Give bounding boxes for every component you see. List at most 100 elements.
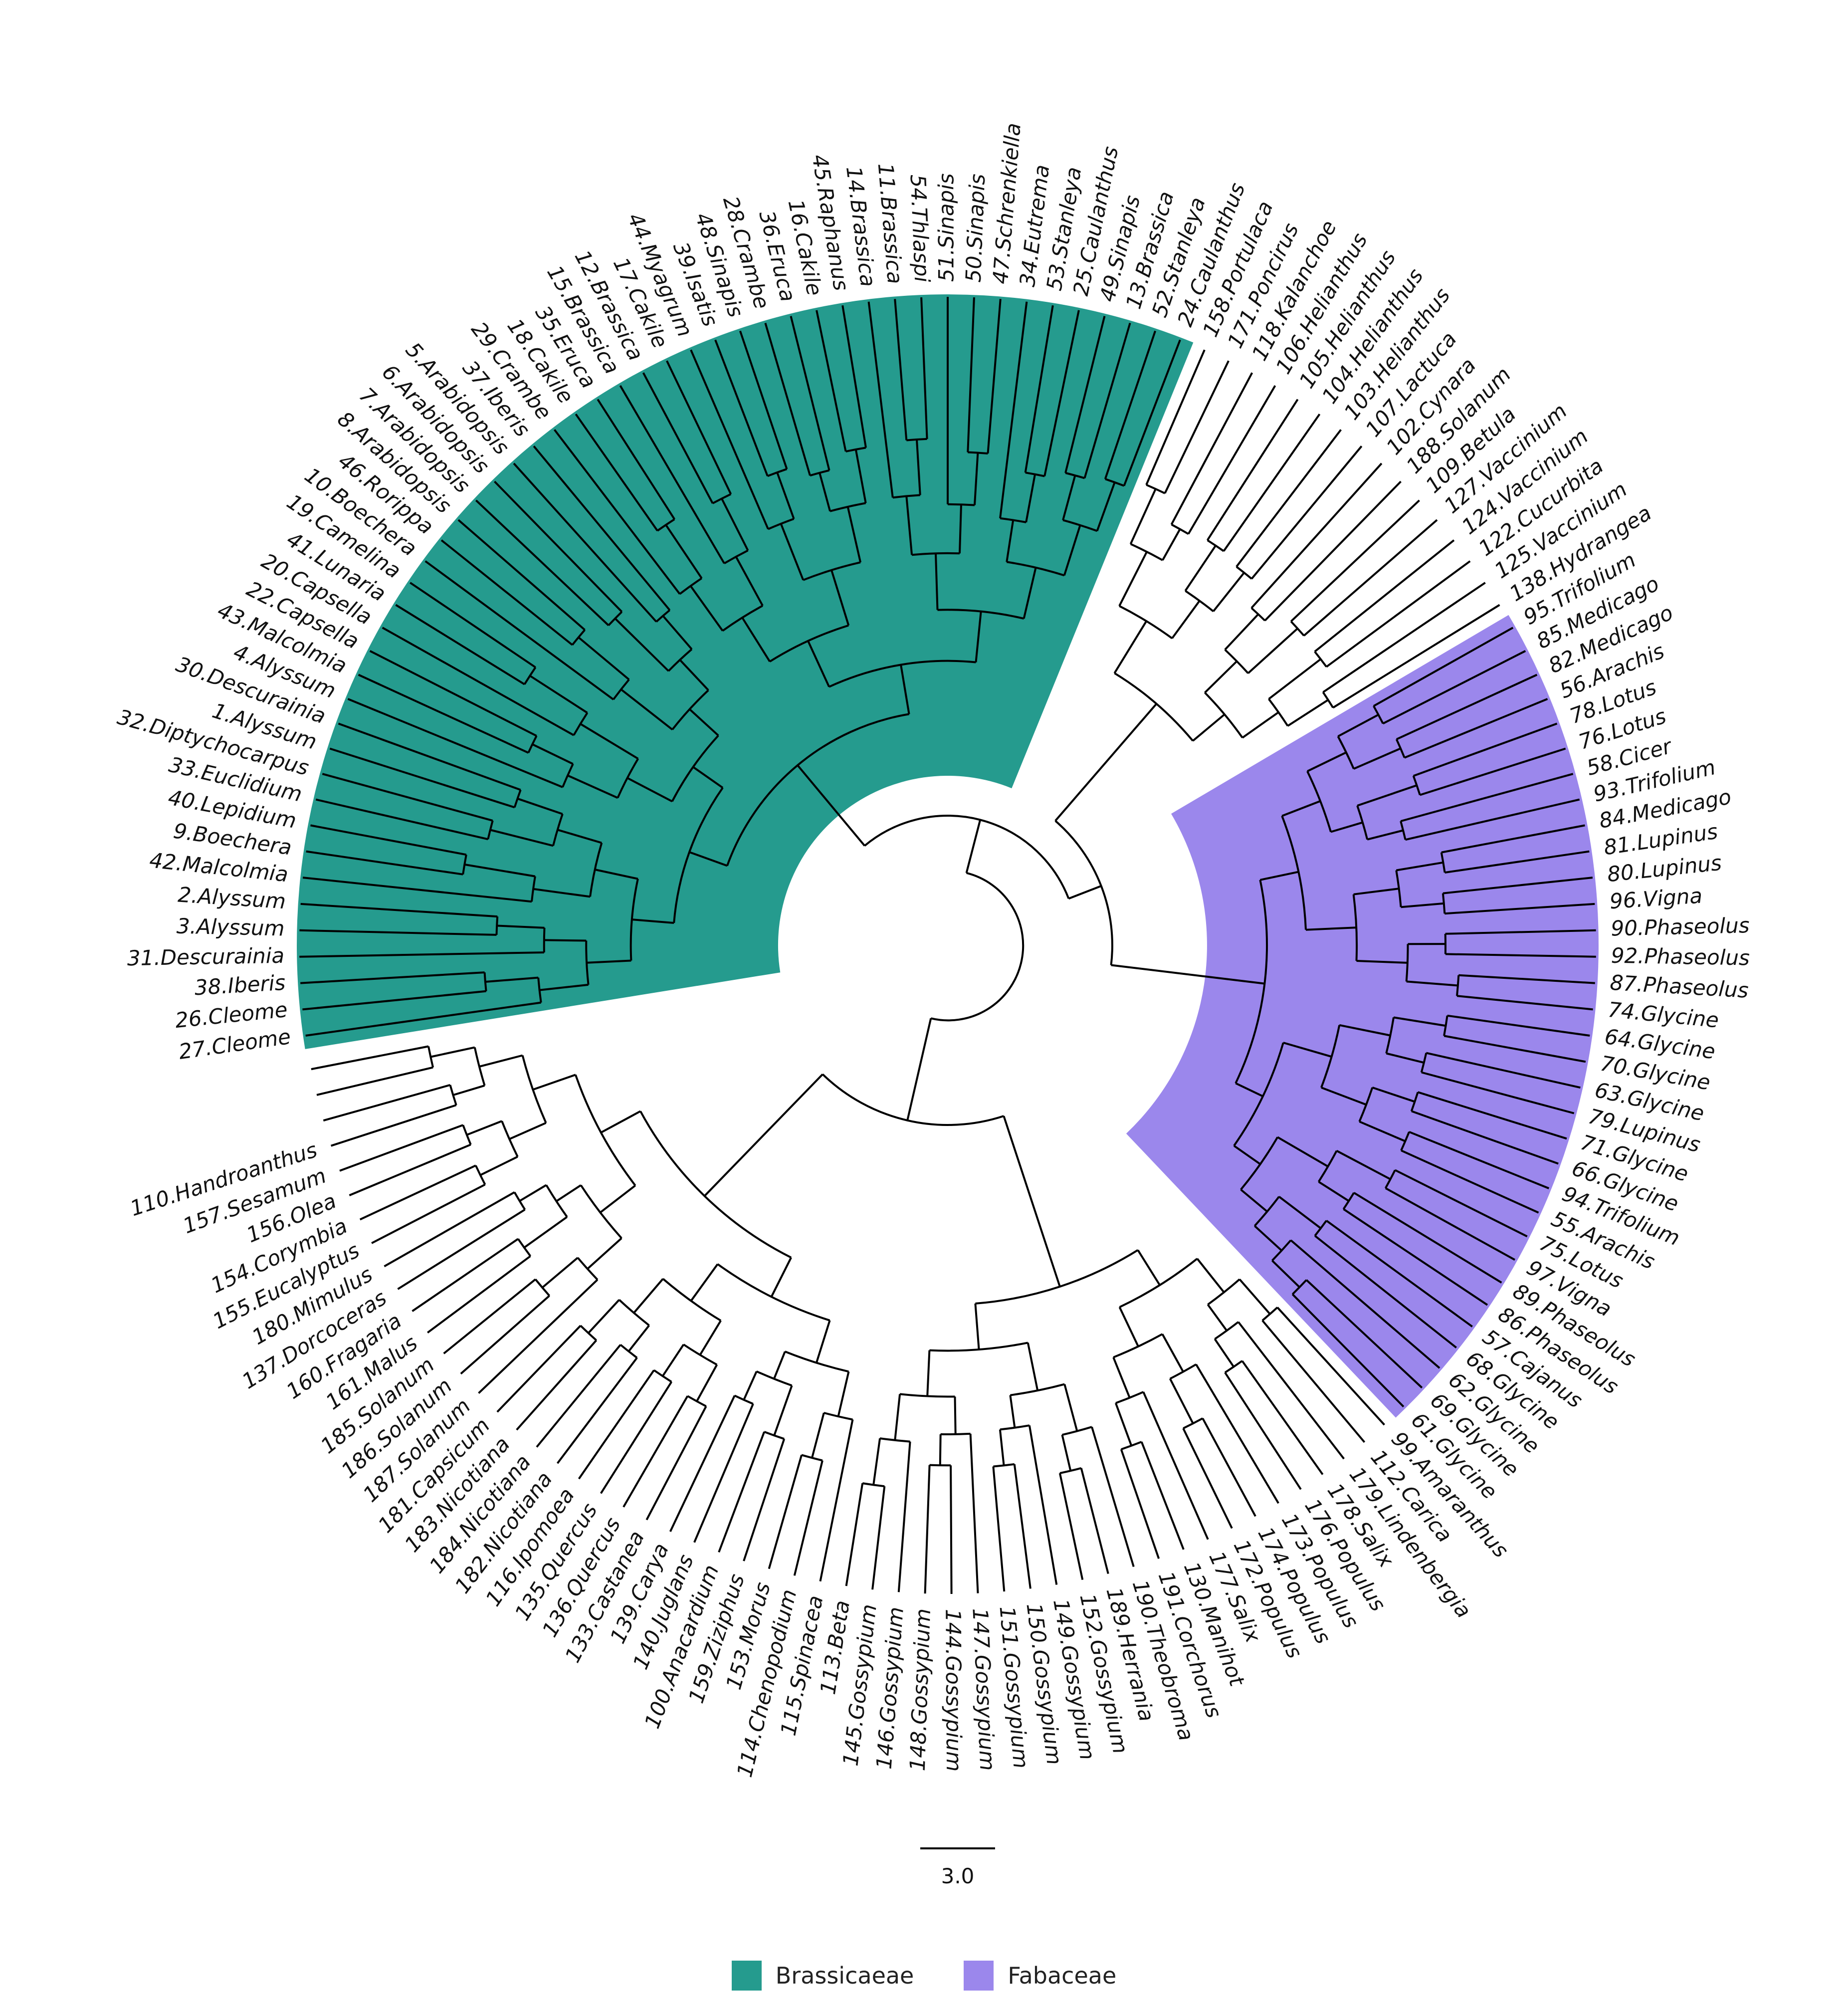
branch-line — [1043, 310, 1080, 476]
branch-line — [1413, 722, 1558, 777]
branch-arc — [639, 1111, 792, 1259]
branch-line — [532, 743, 574, 765]
scale-bar: 3.0 — [920, 1847, 995, 1888]
branch-line — [776, 472, 795, 519]
branch-line — [797, 764, 866, 847]
branch-line — [1204, 661, 1238, 693]
branch-line — [689, 851, 728, 867]
branch-line — [1283, 1042, 1332, 1058]
branch-line — [841, 305, 867, 448]
brassicaceae-clade-highlight — [297, 294, 1194, 1049]
branch-line — [1111, 964, 1265, 985]
branch-line — [642, 372, 714, 504]
branch-line — [1223, 413, 1321, 552]
branch-line — [1182, 1428, 1233, 1529]
branch-line — [513, 462, 657, 623]
branch-line — [619, 385, 725, 564]
branch-line — [587, 959, 631, 964]
leaf-label: 50.Sinapis — [961, 173, 990, 283]
leaf-label: 3.Alyssum — [176, 914, 285, 941]
branch-line — [1140, 1441, 1185, 1550]
branch-line — [302, 990, 486, 1011]
branch-line — [595, 869, 638, 880]
leaf-label: 87.Phaseolus — [1609, 970, 1749, 1003]
branch-line — [1137, 1249, 1161, 1286]
branch-line — [395, 604, 525, 685]
branch-line — [872, 1438, 881, 1485]
branch-line — [1063, 525, 1081, 576]
branch-arc — [929, 1464, 951, 1467]
branch-line — [1442, 877, 1593, 895]
branch-line — [773, 1351, 786, 1379]
branch-line — [1276, 1307, 1385, 1426]
branch-line — [306, 850, 463, 876]
branch-line — [666, 360, 732, 495]
leaf-label: 54.Thlaspi — [906, 174, 935, 283]
branch-line — [1027, 1343, 1039, 1391]
branch-arc — [723, 549, 749, 565]
branch-line — [1405, 798, 1580, 841]
branch-line — [1343, 1208, 1488, 1306]
branch-line — [1192, 713, 1226, 742]
branch-line — [397, 1208, 526, 1290]
branch-line — [600, 1110, 641, 1133]
branch-line — [1241, 711, 1279, 739]
branch-line — [1385, 1187, 1515, 1261]
branch-line — [315, 798, 488, 841]
branch-line — [1373, 627, 1514, 707]
branch-line — [1322, 582, 1486, 693]
branch-line — [743, 1438, 786, 1562]
branch-line — [692, 766, 724, 789]
branch-line — [631, 918, 674, 924]
branch-arc — [726, 713, 909, 867]
branch-line — [626, 777, 673, 803]
branch-line — [699, 1320, 722, 1355]
branch-line — [516, 1340, 598, 1431]
branch-line — [347, 698, 563, 788]
scale-bar-label: 3.0 — [941, 1864, 975, 1888]
branch-line — [969, 1433, 979, 1593]
tree-branches — [299, 297, 1596, 1594]
phylogenetic-tree: 27.Cleome26.Cleome38.Iberis31.Descuraini… — [115, 122, 1750, 1888]
branch-line — [1238, 1278, 1271, 1315]
branch-line — [965, 819, 982, 874]
branch-line — [1393, 1016, 1446, 1027]
branch-line — [1356, 960, 1408, 964]
branch-line — [1314, 1235, 1457, 1348]
branch-line — [1184, 545, 1217, 592]
branch-line — [780, 523, 805, 581]
branch-line — [811, 1412, 825, 1458]
leaf-label: 92.Phaseolus — [1611, 943, 1750, 970]
branch-line — [302, 877, 532, 903]
branch-line — [1458, 974, 1595, 984]
branch-line — [557, 1357, 638, 1464]
branch-line — [1277, 1136, 1329, 1167]
branch-line — [1290, 499, 1420, 623]
branch-line — [627, 1325, 650, 1352]
leaf-label: 148.Gossypium — [905, 1608, 935, 1772]
branch-line — [1224, 1372, 1302, 1490]
leaf-label: 2.Alyssum — [177, 883, 286, 914]
branch-line — [1305, 926, 1357, 931]
branch-line — [587, 1237, 622, 1270]
branch-line — [1202, 1418, 1256, 1517]
branch-line — [1357, 784, 1418, 807]
branch-line — [1224, 613, 1259, 651]
branch-line — [622, 1395, 689, 1508]
branch-line — [557, 829, 602, 844]
branch-line — [575, 413, 658, 531]
branch-line — [1024, 305, 1054, 473]
fabaceae-swatch — [964, 1961, 994, 1991]
branch-line — [600, 1381, 672, 1494]
branch-line — [1321, 1087, 1367, 1106]
branch-line — [1264, 480, 1402, 622]
branch-line — [773, 1385, 793, 1436]
branch-line — [1028, 1425, 1058, 1585]
branch-line — [1096, 482, 1116, 531]
branch-arc — [879, 1437, 910, 1443]
branch-line — [1261, 1320, 1366, 1443]
branch-line — [665, 524, 703, 579]
branch-line — [338, 722, 521, 791]
branch-line — [830, 570, 850, 626]
branch-line — [1444, 850, 1590, 874]
